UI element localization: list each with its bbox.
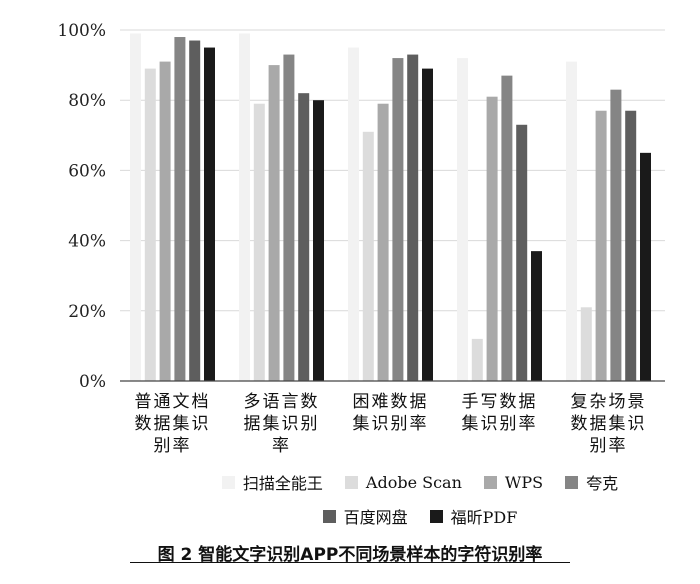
bar <box>580 307 592 381</box>
legend-label: 福昕PDF <box>450 508 518 527</box>
bar <box>566 61 577 382</box>
legend-row: 扫描全能王 Adobe Scan WPS 夸克 <box>170 470 670 494</box>
legend-swatch <box>483 475 497 489</box>
bar <box>486 96 498 381</box>
caption-underline <box>130 562 570 563</box>
bars <box>130 33 651 382</box>
bar <box>189 40 201 381</box>
bar <box>422 68 433 382</box>
x-category-label: 复杂场景 <box>571 392 647 412</box>
bar <box>159 61 171 382</box>
legend-label: Adobe Scan <box>365 472 462 492</box>
bar <box>253 103 265 382</box>
legend-item: 夸克 <box>565 470 618 494</box>
x-category-label: 据集识别 <box>244 414 320 434</box>
x-category-label: 集识别率 <box>353 414 429 434</box>
x-category-label: 手写数据 <box>462 392 538 412</box>
y-axis-tick-labels: 0% 20% 40% 60% 80% 100% <box>57 21 106 392</box>
bar <box>239 33 250 381</box>
bar <box>457 58 468 382</box>
legend-label: 扫描全能王 <box>242 474 323 493</box>
bar <box>268 65 280 381</box>
x-category-label: 数据集识 <box>571 414 647 434</box>
bar <box>174 37 186 382</box>
legend-item: 百度网盘 <box>322 504 408 528</box>
legend-row: 百度网盘 福昕PDF <box>170 504 670 528</box>
x-category-label: 普通文档 <box>135 392 211 412</box>
bar <box>204 47 215 382</box>
x-category-label: 别率 <box>154 436 192 456</box>
legend: 扫描全能王 Adobe Scan WPS 夸克 百度网盘 福昕PDF <box>170 470 670 538</box>
bar <box>130 33 141 381</box>
y-tick-label: 100% <box>57 21 106 41</box>
bar <box>640 152 651 381</box>
bar <box>392 58 404 382</box>
bar <box>610 89 622 382</box>
legend-item: WPS <box>483 470 544 494</box>
legend-swatch <box>221 475 235 489</box>
bar <box>283 54 295 381</box>
legend-swatch <box>344 475 358 489</box>
x-category-label: 困难数据 <box>353 392 429 412</box>
legend-label: 夸克 <box>586 474 619 493</box>
bar <box>501 75 513 381</box>
y-tick-label: 0% <box>79 372 106 392</box>
bar <box>377 103 389 382</box>
bar <box>407 54 419 381</box>
bar <box>595 110 607 381</box>
legend-label: 百度网盘 <box>343 508 408 527</box>
x-category-label: 集识别率 <box>462 414 538 434</box>
bar <box>348 47 359 382</box>
bar <box>531 251 542 381</box>
legend-item: Adobe Scan <box>344 470 462 494</box>
x-category-label: 多语言数 <box>244 392 320 412</box>
y-tick-label: 20% <box>68 302 106 322</box>
bar <box>298 93 310 382</box>
legend-item: 福昕PDF <box>429 504 518 528</box>
bar <box>516 124 528 382</box>
y-tick-label: 60% <box>68 161 106 181</box>
x-category-label: 率 <box>272 436 291 456</box>
bar <box>313 100 324 381</box>
bar <box>471 338 483 381</box>
bar <box>362 131 374 381</box>
legend-swatch <box>429 509 443 523</box>
legend-item: 扫描全能王 <box>221 470 323 494</box>
x-category-label: 别率 <box>590 436 628 456</box>
x-category-label: 数据集识 <box>135 414 211 434</box>
bar-chart: 0%20%40%60%80%100% 普通文档数据集识别率多语言数据集识别率困难… <box>57 21 665 456</box>
legend-swatch <box>565 475 579 489</box>
legend-swatch <box>322 509 336 523</box>
figure-caption: 图 2 智能文字识别APP不同场景样本的字符识别率 <box>157 545 543 565</box>
y-tick-label: 80% <box>68 91 106 111</box>
bar <box>625 110 637 381</box>
legend-label: WPS <box>504 472 544 492</box>
bar <box>144 68 156 382</box>
x-axis-category-labels: 普通文档数据集识别率多语言数据集识别率困难数据集识别率手写数据集识别率复杂场景数… <box>135 392 647 456</box>
y-tick-label: 40% <box>68 232 106 252</box>
